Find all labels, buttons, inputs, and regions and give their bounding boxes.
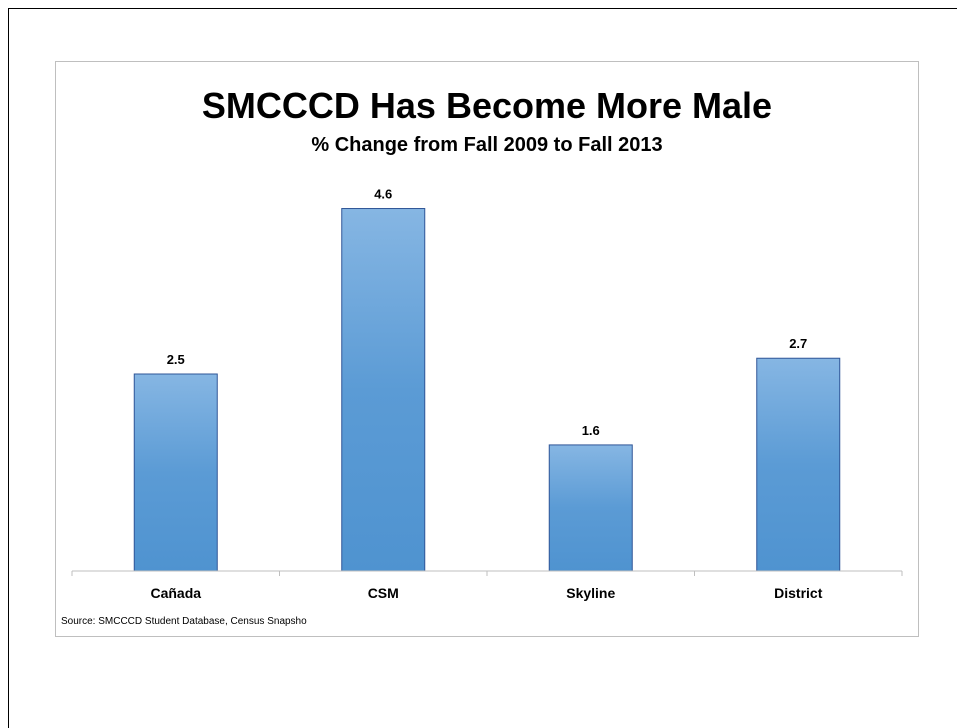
data-label: 2.5 (167, 352, 185, 367)
category-label: Skyline (566, 585, 615, 601)
category-label: CSM (368, 585, 399, 601)
slide-frame (8, 8, 957, 728)
chart-subtitle: % Change from Fall 2009 to Fall 2013 (311, 134, 663, 156)
data-labels: 2.5 4.6 1.6 2.7 (167, 187, 808, 438)
bar-ca-ada (133, 373, 218, 572)
bars-layer (133, 208, 841, 572)
x-axis-ticks (71, 571, 903, 576)
chart-title: SMCCCD Has Become More Male (201, 85, 773, 126)
data-label: 4.6 (374, 187, 392, 202)
bar-district (756, 357, 841, 572)
data-label: 2.7 (789, 336, 807, 351)
category-label: District (774, 585, 823, 601)
category-labels: Cañada CSM Skyline District (150, 585, 822, 601)
category-label: Cañada (150, 585, 201, 601)
bar-chart: Cañada CSM Skyline District 2.5 4.6 1.6 2.7 (71, 187, 903, 601)
source-note: Source: SMCCCD Student Database, Census … (61, 616, 307, 627)
chart-panel: SMCCCD Has Become More Male % Change fro… (55, 61, 919, 637)
bar-skyline (548, 444, 633, 572)
data-label: 1.6 (582, 423, 600, 438)
bar-csm (341, 208, 426, 572)
